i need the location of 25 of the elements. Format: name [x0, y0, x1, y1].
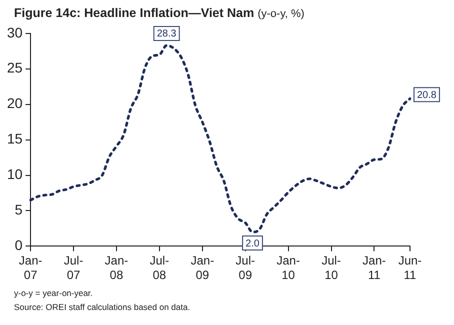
- x-tick-label: Jul-07: [64, 254, 84, 282]
- chart-subtitle: (y-o-y, %): [258, 8, 304, 20]
- y-tick-label: 5: [14, 202, 23, 218]
- y-tick-label: 30: [6, 24, 23, 40]
- text: y-o-y = year-on-year.: [14, 287, 94, 300]
- x-tick-label: Jan-08: [104, 254, 128, 282]
- chart-title: Figure 14c: Headline Inflation—Viet Nam: [14, 6, 254, 20]
- source-note: Source: OREI staff calculations based on data.: [14, 301, 190, 314]
- y-tick-label: 20: [6, 95, 23, 112]
- x-tick-label: Jan-11: [362, 254, 386, 282]
- line-series: [29, 44, 412, 234]
- y-tick-label: 15: [6, 130, 23, 147]
- x-tick-label: Jan-10: [276, 254, 300, 282]
- y-tick-label: 0: [14, 237, 23, 254]
- data-label: 28.3: [156, 28, 177, 40]
- x-tick-label: Jul-08: [150, 254, 170, 282]
- y-tick-label: 10: [6, 166, 23, 182]
- data-label: 20.8: [416, 90, 437, 101]
- data-label: 2.0: [246, 238, 260, 250]
- x-tick-label: Jul-10: [322, 254, 341, 282]
- x-tick-label: Jan-09: [190, 254, 214, 282]
- y-tick-label: 25: [6, 60, 23, 76]
- x-tick-label: Jun-11: [398, 254, 422, 282]
- x-tick-label: Jul-09: [236, 254, 256, 282]
- x-tick-label: Jan-07: [18, 254, 42, 282]
